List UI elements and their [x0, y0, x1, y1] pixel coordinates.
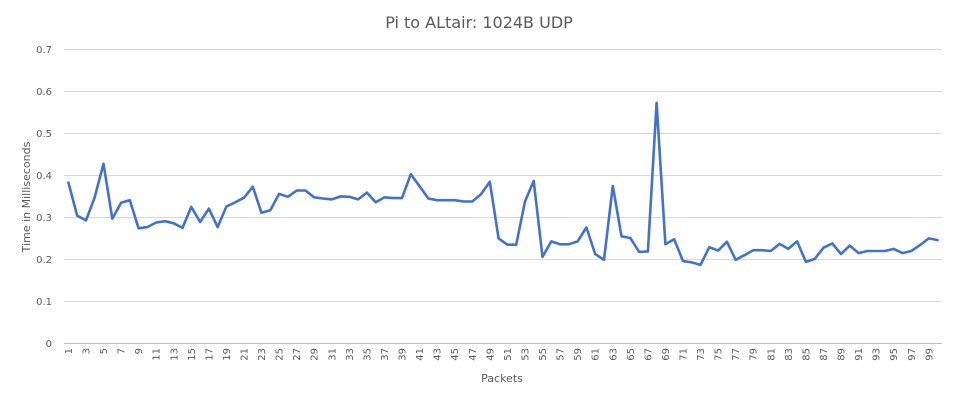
x-tick-label: 81 [766, 348, 777, 361]
x-tick-label: 63 [608, 348, 619, 361]
x-tick-label: 29 [310, 348, 321, 361]
x-tick-label: 21 [240, 348, 251, 361]
x-tick-label: 93 [872, 348, 883, 361]
x-axis-ticks: 1 3 5 7 9 11 13 15 17 19 21 23 25 27 29 31 33 35 37 39 41 43 4… [64, 348, 935, 361]
y-tick-label: 0.5 [36, 129, 52, 140]
x-tick-label: 5 [99, 348, 110, 354]
x-tick-label: 11 [152, 348, 163, 361]
x-tick-label: 67 [643, 348, 654, 361]
x-tick-label: 37 [380, 348, 391, 361]
x-tick-label: 15 [187, 348, 198, 361]
x-tick-label: 45 [450, 348, 461, 361]
x-tick-label: 73 [696, 348, 707, 361]
series-layer [67, 101, 939, 267]
series-line [67, 101, 939, 267]
x-tick-label: 69 [661, 348, 672, 361]
x-tick-label: 53 [521, 348, 532, 361]
y-tick-label: 0.6 [36, 87, 52, 98]
y-tick-label: 0 [46, 339, 52, 350]
x-tick-label: 95 [889, 348, 900, 361]
x-tick-label: 97 [907, 348, 918, 361]
x-tick-label: 3 [82, 348, 93, 354]
x-tick-label: 51 [503, 348, 514, 361]
x-tick-label: 25 [275, 348, 286, 361]
x-tick-label: 89 [837, 348, 848, 361]
x-tick-label: 99 [924, 348, 935, 361]
x-axis-title: Packets [481, 372, 523, 385]
x-tick-label: 61 [591, 348, 602, 361]
y-tick-label: 0.2 [36, 255, 52, 266]
x-tick-label: 9 [134, 348, 145, 354]
x-tick-label: 77 [731, 348, 742, 361]
x-tick-label: 47 [468, 348, 479, 361]
x-tick-label: 85 [801, 348, 812, 361]
x-tick-label: 23 [257, 348, 268, 361]
x-tick-label: 1 [64, 348, 75, 354]
chart-title: Pi to ALtair: 1024B UDP [385, 13, 573, 32]
y-tick-label: 0.3 [36, 213, 52, 224]
x-tick-label: 27 [292, 348, 303, 361]
x-tick-label: 79 [749, 348, 760, 361]
x-tick-label: 83 [784, 348, 795, 361]
y-axis-title: Time in Milliseconds [20, 141, 33, 253]
x-tick-label: 33 [345, 348, 356, 361]
x-tick-label: 55 [538, 348, 549, 361]
x-tick-label: 57 [556, 348, 567, 361]
x-tick-label: 43 [433, 348, 444, 361]
gridlines [64, 49, 942, 344]
y-tick-label: 0.7 [36, 45, 52, 56]
x-tick-label: 59 [573, 348, 584, 361]
x-tick-label: 7 [117, 348, 128, 354]
x-tick-label: 39 [398, 348, 409, 361]
x-tick-label: 31 [327, 348, 338, 361]
x-tick-label: 35 [362, 348, 373, 361]
y-tick-label: 0.4 [36, 171, 52, 182]
x-tick-label: 65 [626, 348, 637, 361]
x-tick-label: 87 [819, 348, 830, 361]
y-tick-label: 0.1 [36, 297, 52, 308]
x-tick-label: 49 [485, 348, 496, 361]
x-tick-label: 75 [714, 348, 725, 361]
x-tick-label: 13 [169, 348, 180, 361]
x-tick-label: 71 [679, 348, 690, 361]
x-tick-label: 19 [222, 348, 233, 361]
y-axis-ticks: 0 0.1 0.2 0.3 0.4 0.5 0.6 0.7 [36, 45, 52, 350]
x-tick-label: 41 [415, 348, 426, 361]
x-tick-label: 17 [204, 348, 215, 361]
x-tick-label: 91 [854, 348, 865, 361]
